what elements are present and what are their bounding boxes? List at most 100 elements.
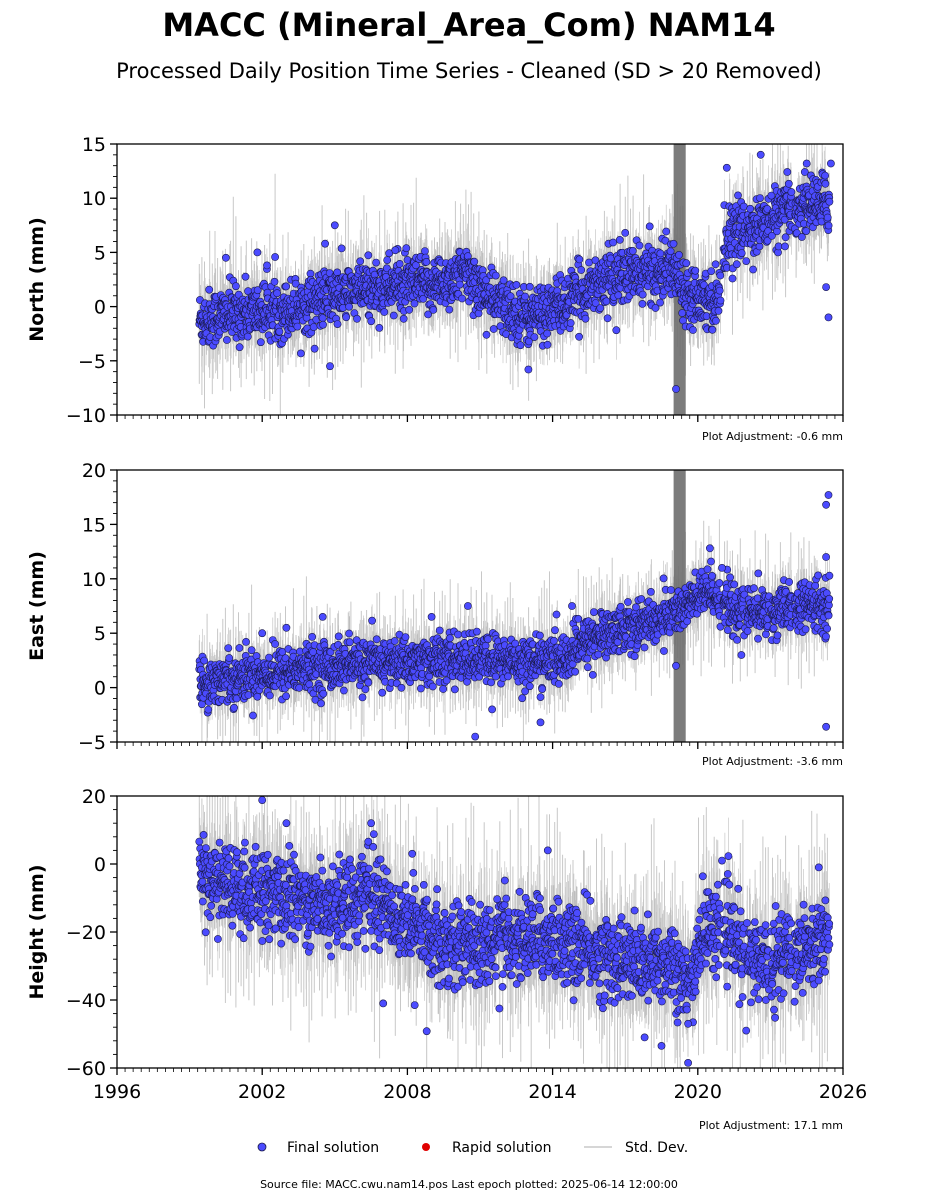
data-point-outlier <box>321 239 329 248</box>
data-point <box>405 305 414 314</box>
data-point <box>333 320 342 328</box>
data-point <box>271 640 279 648</box>
data-point <box>552 610 561 619</box>
y-tick-label: −10 <box>66 405 106 427</box>
data-point-outlier <box>391 246 400 255</box>
data-point <box>588 671 597 679</box>
data-point <box>628 246 637 255</box>
data-point <box>422 257 431 266</box>
data-point-outlier <box>742 257 751 265</box>
data-point <box>814 571 822 580</box>
data-point <box>306 942 315 951</box>
data-point <box>416 684 425 693</box>
data-point <box>521 292 529 301</box>
data-point <box>575 255 584 264</box>
data-point <box>661 236 670 245</box>
data-point-outlier <box>471 732 480 741</box>
data-point <box>716 271 725 280</box>
data-point <box>823 213 832 222</box>
data-point <box>337 244 346 253</box>
data-point-outlier <box>672 661 680 670</box>
data-point <box>439 685 448 693</box>
data-point <box>716 296 725 305</box>
data-point <box>195 837 204 846</box>
plot-area <box>195 470 834 742</box>
data-point <box>445 305 454 314</box>
data-point <box>265 653 273 662</box>
data-point <box>458 294 466 303</box>
data-point <box>825 571 834 580</box>
data-point <box>821 179 830 188</box>
data-point <box>678 309 687 317</box>
data-point <box>445 634 454 643</box>
data-point <box>596 304 605 312</box>
data-point <box>294 923 303 932</box>
data-point <box>675 250 683 259</box>
data-point <box>364 251 373 260</box>
data-point <box>224 644 233 652</box>
data-point <box>242 638 250 646</box>
data-point <box>749 265 757 274</box>
data-point <box>645 222 654 231</box>
data-point <box>780 215 789 224</box>
data-point <box>282 282 290 291</box>
data-point <box>769 624 778 633</box>
data-point-outlier <box>568 602 576 610</box>
data-point <box>253 286 262 295</box>
data-point <box>198 877 207 886</box>
data-point <box>202 844 210 852</box>
data-point <box>425 672 434 681</box>
data-point <box>756 194 764 202</box>
data-point <box>246 923 254 932</box>
data-point <box>293 322 302 331</box>
data-point <box>319 320 327 329</box>
data-point <box>279 866 288 875</box>
data-point <box>383 256 392 264</box>
data-point <box>353 314 361 323</box>
data-point <box>516 341 525 350</box>
data-point <box>823 624 831 633</box>
data-point-outlier <box>822 283 830 291</box>
data-point <box>591 299 600 307</box>
data-point <box>801 625 810 634</box>
plot-adjustment: Plot Adjustment: -0.6 mm <box>702 430 843 443</box>
data-point <box>499 276 508 285</box>
data-point <box>367 317 376 326</box>
data-point <box>750 584 758 593</box>
data-point <box>525 282 534 291</box>
y-tick-label: 20 <box>82 460 106 482</box>
data-point <box>435 626 444 635</box>
data-point <box>378 688 387 697</box>
data-point <box>743 627 752 635</box>
data-point <box>206 913 215 922</box>
chart-title: MACC (Mineral_Area_Com) NAM14 <box>162 6 775 44</box>
y-tick-label: −5 <box>78 351 106 373</box>
data-point <box>275 327 284 336</box>
data-point <box>265 935 274 944</box>
data-point <box>733 636 741 644</box>
data-point-outlier <box>318 613 327 621</box>
data-point <box>199 831 208 839</box>
data-point <box>703 565 712 574</box>
data-point <box>282 692 290 701</box>
data-point <box>635 241 644 250</box>
data-point <box>536 631 544 640</box>
y-tick-label: 10 <box>82 569 106 591</box>
data-point <box>200 656 209 665</box>
data-point <box>825 594 834 603</box>
data-point <box>342 313 351 322</box>
data-point <box>389 311 398 320</box>
data-point <box>659 574 668 583</box>
final-solution-points <box>195 150 835 393</box>
y-tick-label: 15 <box>82 514 106 536</box>
data-point-outlier <box>706 544 714 553</box>
data-point <box>726 573 734 582</box>
data-point <box>368 616 376 625</box>
data-point <box>708 325 717 334</box>
data-point <box>273 289 281 298</box>
data-point <box>375 323 384 332</box>
data-point <box>235 644 244 652</box>
data-point <box>381 677 389 686</box>
data-point-outlier <box>221 253 230 262</box>
